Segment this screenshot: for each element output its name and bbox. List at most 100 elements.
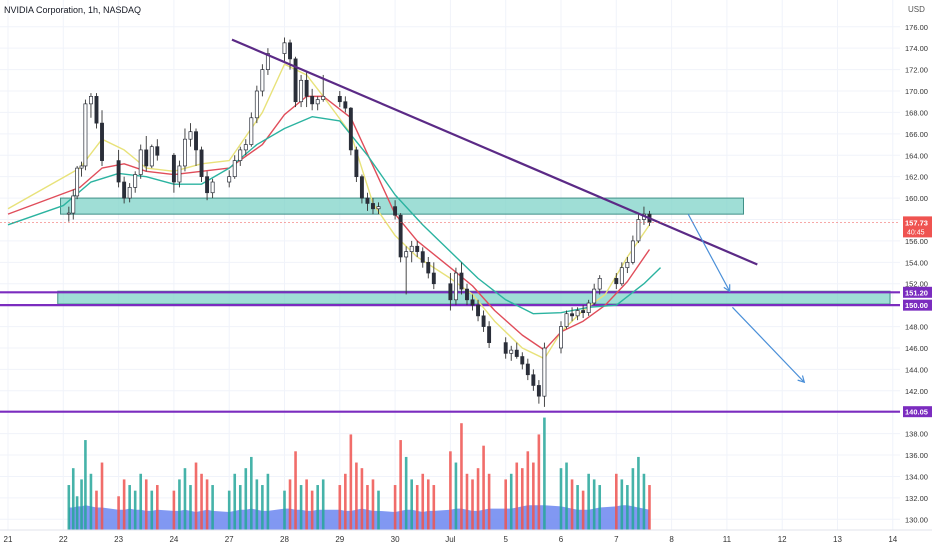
- candle-body: [636, 219, 641, 242]
- candle-body: [564, 313, 569, 327]
- candle-body: [249, 117, 254, 145]
- level-price-tag: [903, 406, 932, 418]
- volume-bar: [509, 473, 513, 530]
- candle-body: [138, 149, 143, 175]
- volume-bar: [211, 485, 214, 530]
- price-tick-label: 162.00: [905, 173, 928, 182]
- volume-bar: [631, 468, 635, 530]
- candle-body: [542, 347, 547, 397]
- candle-body: [570, 313, 575, 317]
- price-tick-label: 166.00: [905, 130, 928, 139]
- candle-body: [288, 42, 292, 60]
- candle-body: [127, 187, 132, 199]
- candle-body: [71, 195, 76, 214]
- volume-bar: [626, 485, 629, 530]
- candle-body: [409, 245, 414, 252]
- candle-body: [194, 131, 198, 151]
- volume-bar: [133, 490, 137, 530]
- candle-body: [304, 79, 309, 97]
- time-axis[interactable]: 21 22 23 24 27 28 29 30 Jul 5 6 7 8 11 12 13 14: [0, 529, 932, 550]
- volume-bar: [122, 479, 126, 530]
- price-tick-label: 160.00: [905, 194, 928, 203]
- volume-bar: [349, 434, 353, 530]
- time-tick-label: 21: [4, 535, 13, 544]
- candle-body: [597, 278, 602, 290]
- level-price-label: 151.20: [905, 288, 928, 297]
- price-tick-label: 136.00: [905, 451, 928, 460]
- candle-body: [481, 315, 486, 327]
- candle-body: [359, 176, 364, 199]
- candle-body: [525, 363, 530, 376]
- volume-bar: [526, 451, 530, 530]
- time-tick-label: 12: [778, 535, 787, 544]
- volume-bar: [520, 468, 524, 530]
- price-tick-label: 172.00: [905, 66, 928, 75]
- price-tick-label: 132.00: [905, 494, 928, 503]
- volume-bar: [532, 462, 535, 530]
- price-tick-label: 144.00: [905, 365, 928, 374]
- time-tick-label: 29: [335, 535, 344, 544]
- volume-bar: [344, 473, 347, 530]
- candle-body: [376, 206, 381, 210]
- ema-mid-line: [7, 95, 651, 351]
- candle-body: [310, 96, 315, 105]
- candle-body: [509, 349, 514, 354]
- candle-body: [227, 176, 232, 183]
- candle-body: [520, 356, 525, 365]
- level-price-label: 150.00: [905, 301, 928, 310]
- candle-body: [199, 149, 204, 178]
- ema-fast-line: [7, 63, 651, 360]
- candle-body: [210, 181, 215, 194]
- candle-body: [254, 90, 259, 119]
- projection-arrow: [687, 213, 731, 292]
- volume-bar: [393, 485, 397, 530]
- volume-bar: [321, 479, 325, 530]
- candle-body: [459, 272, 464, 290]
- time-axis-bg: [0, 530, 932, 550]
- volume-bar: [305, 479, 308, 530]
- volume-bar: [80, 479, 83, 530]
- candle-body: [503, 342, 508, 354]
- volume-bar: [75, 496, 79, 530]
- volume-bar: [338, 485, 342, 530]
- price-tick-label: 148.00: [905, 323, 928, 332]
- volume-bar: [150, 490, 154, 530]
- price-tick-label: 168.00: [905, 108, 928, 117]
- candle-body: [625, 261, 630, 269]
- candle-body: [448, 283, 453, 301]
- arrow-head: [723, 284, 731, 293]
- candle-body: [144, 149, 149, 167]
- volume-bar: [360, 468, 364, 530]
- volume-bar: [200, 473, 203, 530]
- volume-bar: [581, 490, 585, 530]
- volume-bar: [371, 479, 375, 530]
- volume-bar: [637, 456, 640, 530]
- price-tick-label: 176.00: [905, 23, 928, 32]
- time-tick-label: 8: [669, 535, 674, 544]
- candle-body: [415, 245, 420, 252]
- trendline-group: [231, 38, 758, 266]
- volume-bar: [299, 485, 303, 530]
- candle-body: [171, 154, 176, 183]
- ema-slow-line: [7, 116, 662, 315]
- candle-body: [66, 212, 71, 215]
- volume-bar: [465, 473, 469, 530]
- candle-body: [514, 349, 519, 357]
- volume-bar: [410, 479, 413, 530]
- last-price-tag: [903, 216, 932, 238]
- candle-body: [293, 58, 298, 103]
- candle-body: [94, 96, 99, 124]
- candle-body: [321, 96, 326, 100]
- candle-body: [299, 79, 304, 103]
- time-tick-label: 30: [391, 535, 400, 544]
- candle-body: [232, 160, 237, 178]
- volume-bar: [587, 473, 590, 530]
- candle-body: [365, 197, 370, 204]
- price-tick-label: 152.00: [905, 280, 928, 289]
- projection-arrows: [687, 213, 806, 384]
- price-tick-label: 130.00: [905, 515, 928, 524]
- volume-bar: [576, 485, 579, 530]
